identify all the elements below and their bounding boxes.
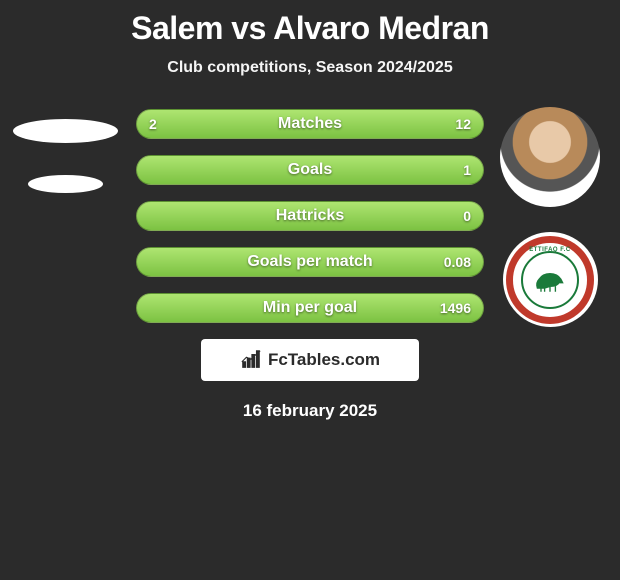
stat-bars: 2 Matches 12 Goals 1 Hattricks 0 Goals per matc…: [136, 107, 484, 323]
stat-bar: Goals per match 0.08: [136, 247, 484, 277]
stat-value-left: 2: [149, 116, 157, 132]
chart-icon: [240, 349, 262, 371]
stat-bar: Min per goal 1496: [136, 293, 484, 323]
stat-bar: 2 Matches 12: [136, 109, 484, 139]
comparison-content: ETTIFAQ F.C 2 Matches 12 Goals 1 Hattricks 0 Go…: [0, 107, 620, 323]
player-right-column: ETTIFAQ F.C: [495, 107, 605, 327]
stat-value-right: 1496: [440, 300, 471, 316]
stat-bar: Hattricks 0: [136, 201, 484, 231]
horse-icon: [532, 265, 568, 295]
player-left-column: [5, 107, 125, 193]
stat-label: Hattricks: [276, 207, 344, 225]
date-text: 16 february 2025: [0, 401, 620, 421]
club-badge-inner: [521, 251, 579, 309]
stat-bar: Goals 1: [136, 155, 484, 185]
player-left-club-placeholder: [28, 175, 103, 193]
stat-value-right: 0: [463, 208, 471, 224]
stat-value-right: 12: [455, 116, 471, 132]
page-title: Salem vs Alvaro Medran: [0, 0, 620, 47]
footer-badge[interactable]: FcTables.com: [201, 339, 419, 381]
stat-label: Matches: [278, 115, 342, 133]
club-badge-ring: ETTIFAQ F.C: [506, 236, 594, 324]
stat-value-right: 1: [463, 162, 471, 178]
stat-value-right: 0.08: [444, 254, 471, 270]
stat-label: Min per goal: [263, 299, 357, 317]
stat-label: Goals per match: [247, 253, 372, 271]
player-right-avatar: [500, 107, 600, 207]
player-left-avatar-placeholder: [13, 119, 118, 143]
player-right-club-badge: ETTIFAQ F.C: [503, 232, 598, 327]
stat-label: Goals: [288, 161, 332, 179]
footer-badge-text: FcTables.com: [268, 350, 380, 370]
subtitle: Club competitions, Season 2024/2025: [0, 59, 620, 77]
